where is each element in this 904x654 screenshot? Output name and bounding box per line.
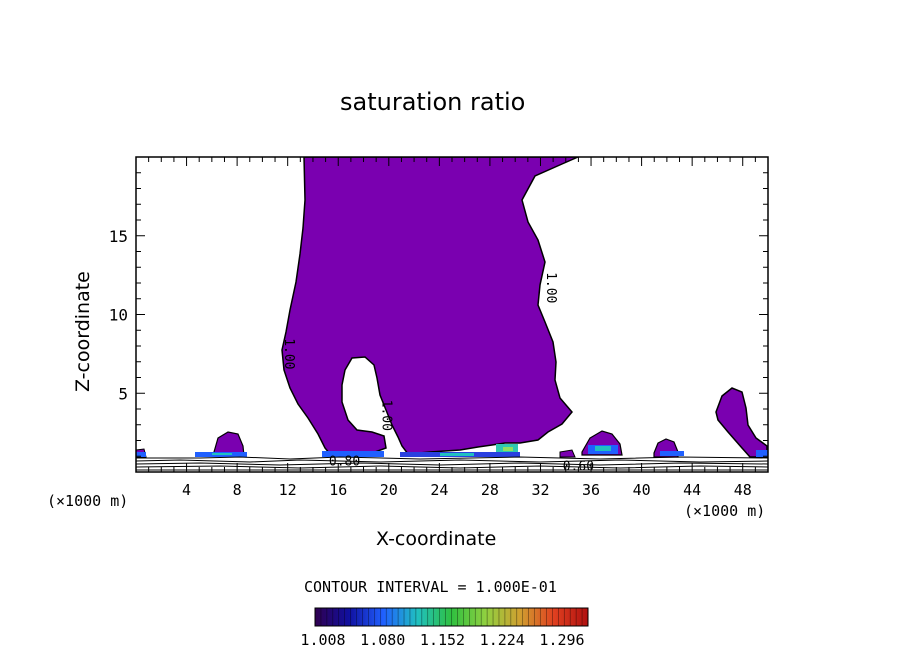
y-tick-label: 10 — [109, 306, 128, 325]
x-tick-label: 48 — [734, 481, 752, 499]
colorbar-label: 1.296 — [539, 631, 584, 649]
contour-label: 0.80 — [329, 455, 360, 470]
colorbar-label: 1.080 — [360, 631, 405, 649]
y-tick-label: 15 — [109, 227, 128, 246]
colorbar-label: 1.152 — [420, 631, 465, 649]
contour-label: 0.60 — [563, 459, 594, 474]
x-tick-label: 28 — [481, 481, 499, 499]
x-tick-label: 12 — [279, 481, 297, 499]
x-tick-label: 36 — [582, 481, 600, 499]
band-low-10 — [660, 451, 684, 456]
colorbar-label: 1.008 — [300, 631, 345, 649]
contour-labels-layer: 1.00 1.00 1.00 0.80 0.60 — [281, 272, 594, 474]
supersaturation-patch-34 — [559, 449, 576, 458]
band-low-3 — [322, 451, 384, 457]
band-low-12 — [136, 452, 146, 457]
band-low-11 — [756, 450, 768, 457]
x-tick-label: 44 — [683, 481, 701, 499]
x-tick-label: 20 — [380, 481, 398, 499]
x-tick-label: 40 — [633, 481, 651, 499]
chart-title: saturation ratio — [340, 88, 526, 116]
surface-contour-2 — [136, 459, 768, 463]
colorbar: 1.008 1.080 1.152 1.224 1.296 — [300, 607, 589, 649]
contour-label: 1.00 — [543, 272, 558, 303]
contour-label: 1.00 — [281, 338, 296, 369]
band-low-7 — [503, 447, 513, 451]
x-axis-unit-right: (×1000 m) — [684, 502, 766, 520]
x-tick-label: 24 — [430, 481, 448, 499]
band-low-2 — [212, 453, 232, 455]
y-tick-label: 5 — [118, 384, 128, 403]
surface-contour-4 — [136, 465, 768, 469]
band-low-9 — [595, 446, 611, 451]
surface-contour-1 — [136, 456, 768, 460]
x-tick-label: 16 — [329, 481, 347, 499]
x-axis-label: X-coordinate — [376, 528, 497, 550]
x-tick-label: 32 — [531, 481, 549, 499]
contour-label: 1.00 — [378, 400, 393, 431]
band-low-5 — [440, 453, 474, 456]
x-tick-label: 4 — [182, 481, 191, 499]
contour-interval-label: CONTOUR INTERVAL = 1.000E-01 — [304, 578, 557, 596]
supersaturation-region-main — [281, 157, 579, 455]
x-axis-unit-left: (×1000 m) — [47, 492, 129, 510]
surface-contour-3 — [136, 462, 768, 466]
colorbar-label: 1.224 — [480, 631, 525, 649]
x-tick-label: 8 — [233, 481, 242, 499]
contour-fill-layer — [136, 157, 768, 471]
supersaturation-region-right — [715, 387, 768, 458]
